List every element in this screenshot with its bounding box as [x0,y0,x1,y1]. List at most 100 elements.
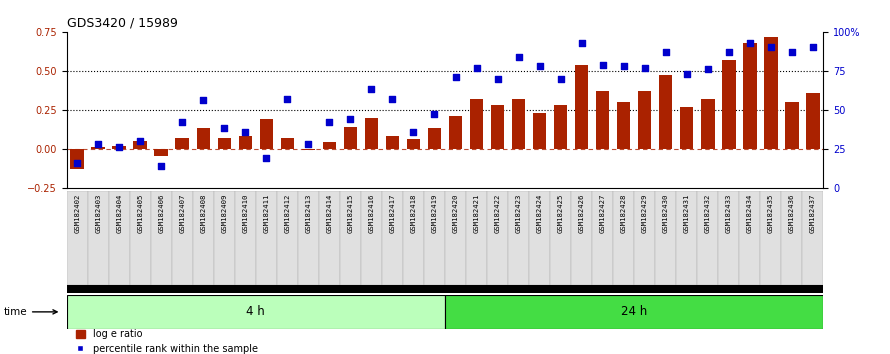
Bar [217,138,231,149]
Text: GSM182418: GSM182418 [410,194,417,233]
Bar [764,36,778,149]
Bar [175,138,190,149]
Point [659,49,673,55]
FancyBboxPatch shape [172,191,193,285]
FancyBboxPatch shape [571,191,592,285]
Bar [92,147,105,149]
Text: GSM182430: GSM182430 [663,194,668,233]
FancyBboxPatch shape [361,191,382,285]
Point [574,40,588,46]
FancyBboxPatch shape [634,191,655,285]
Bar [617,102,630,149]
Text: GSM182423: GSM182423 [515,194,522,233]
Point [637,65,651,70]
FancyBboxPatch shape [67,295,445,329]
Text: GSM182422: GSM182422 [495,194,500,233]
FancyBboxPatch shape [781,191,802,285]
Point [364,87,378,92]
Text: GSM182425: GSM182425 [557,194,563,233]
Point [196,98,210,103]
FancyBboxPatch shape [697,191,718,285]
Point [532,63,546,69]
FancyBboxPatch shape [130,191,150,285]
Point [259,155,273,161]
Bar [512,99,525,149]
Bar [659,75,673,149]
Bar [280,138,295,149]
Text: GSM182419: GSM182419 [432,194,438,233]
Text: GSM182434: GSM182434 [747,194,753,233]
FancyBboxPatch shape [655,191,676,285]
FancyBboxPatch shape [676,191,697,285]
FancyBboxPatch shape [150,191,172,285]
Bar [322,142,336,149]
Text: GSM182428: GSM182428 [620,194,627,233]
Point [344,116,358,122]
Point [595,62,610,67]
FancyBboxPatch shape [445,191,466,285]
Point [91,141,105,147]
Point [742,40,756,46]
FancyBboxPatch shape [613,191,634,285]
Bar [449,116,462,149]
Text: GSM182411: GSM182411 [263,194,270,233]
FancyBboxPatch shape [802,191,823,285]
Point [322,119,336,125]
Text: GSM182408: GSM182408 [200,194,206,233]
Text: GSM182409: GSM182409 [222,194,227,233]
Text: GSM182406: GSM182406 [158,194,165,233]
Text: GSM182435: GSM182435 [768,194,773,233]
Point [280,96,295,102]
FancyBboxPatch shape [256,191,277,285]
FancyBboxPatch shape [424,191,445,285]
FancyBboxPatch shape [403,191,424,285]
FancyBboxPatch shape [88,191,109,285]
Point [722,49,736,55]
Point [70,160,85,166]
Text: GSM182404: GSM182404 [117,194,122,233]
FancyBboxPatch shape [67,285,823,293]
Point [764,45,778,50]
Text: GSM182403: GSM182403 [95,194,101,233]
Bar [302,149,315,150]
Text: time: time [4,307,57,317]
Point [512,54,526,59]
Bar [407,139,420,149]
Point [554,76,568,81]
Bar [155,149,168,156]
Point [617,63,631,69]
Text: 24 h: 24 h [621,306,647,318]
Text: GSM182426: GSM182426 [578,194,585,233]
Text: GSM182433: GSM182433 [725,194,732,233]
Bar [806,93,820,149]
FancyBboxPatch shape [760,191,781,285]
Text: GSM182405: GSM182405 [137,194,143,233]
FancyBboxPatch shape [340,191,361,285]
FancyBboxPatch shape [214,191,235,285]
FancyBboxPatch shape [109,191,130,285]
Text: GSM182417: GSM182417 [390,194,395,233]
Bar [197,129,210,149]
FancyBboxPatch shape [718,191,740,285]
Text: GSM182414: GSM182414 [327,194,333,233]
Point [112,144,126,150]
Point [385,96,400,102]
FancyBboxPatch shape [445,295,823,329]
Text: GSM182432: GSM182432 [705,194,711,233]
Point [427,112,441,117]
Text: GSM182437: GSM182437 [810,194,816,233]
Text: GSM182412: GSM182412 [285,194,290,233]
Bar [638,91,651,149]
Bar [134,141,147,149]
FancyBboxPatch shape [592,191,613,285]
FancyBboxPatch shape [382,191,403,285]
Point [700,67,715,72]
Bar [595,91,610,149]
Point [785,49,799,55]
Bar [112,145,126,149]
Bar [743,43,756,149]
FancyBboxPatch shape [740,191,760,285]
FancyBboxPatch shape [550,191,571,285]
Text: GSM182436: GSM182436 [789,194,795,233]
FancyBboxPatch shape [487,191,508,285]
